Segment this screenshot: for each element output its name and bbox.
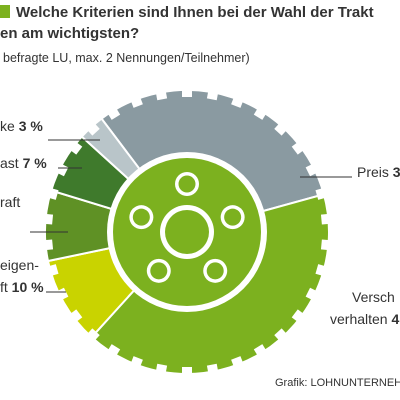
slice-label-name: Preis — [357, 164, 389, 180]
value-label: 7 % — [23, 155, 48, 171]
slice-label-name: raft — [0, 194, 20, 210]
tread-notch — [155, 89, 168, 101]
tread-notch — [305, 287, 319, 301]
slice-label-name: verhalten — [330, 311, 388, 327]
title-bullet — [0, 5, 10, 18]
slice-label: Preis 3 — [357, 164, 400, 180]
slice-label-name: ke — [0, 118, 15, 134]
tread-notch — [69, 309, 83, 323]
slice-label-name: ft — [0, 279, 8, 295]
tread-notch — [182, 88, 192, 97]
slice-label: Versch — [352, 289, 395, 305]
slice-label-name: Versch — [352, 289, 395, 305]
tread-notch — [320, 213, 331, 225]
tread-notch — [130, 95, 143, 108]
tread-notch — [291, 141, 305, 155]
value-label: 3 — [393, 164, 400, 180]
lug — [206, 262, 224, 280]
slice-label: verhalten 4 — [330, 311, 399, 327]
slice-label-name: ast — [0, 155, 19, 171]
slice-label-name: eigen- — [0, 257, 39, 273]
value-label: 3 % — [19, 118, 44, 134]
tread-notch — [315, 264, 327, 277]
tread-notch — [305, 163, 319, 177]
slice-label: raft — [0, 194, 20, 210]
tread-notch — [155, 363, 168, 375]
lug — [224, 208, 242, 226]
source: Grafik: LOHNUNTERNEH — [275, 377, 400, 389]
tread-notch — [253, 344, 268, 358]
slice-label: ke 3 % — [0, 118, 43, 134]
tread-notch — [274, 328, 288, 342]
tread-notch — [231, 95, 244, 108]
slice-label: eigen- — [0, 257, 39, 273]
tread-notch — [291, 309, 305, 323]
tread-notch — [47, 264, 59, 277]
lug — [132, 208, 150, 226]
tread-notch — [315, 187, 327, 200]
tread-notch — [106, 106, 121, 120]
tread-notch — [274, 122, 288, 136]
tread-notch — [47, 187, 59, 200]
slice-label: ft 10 % — [0, 279, 44, 295]
tread-notch — [55, 163, 69, 177]
tread-notch — [206, 89, 219, 101]
tread-notch — [320, 239, 331, 251]
tread-notch — [69, 141, 83, 155]
tread-notch — [253, 106, 268, 120]
tread-notch — [130, 356, 143, 369]
tread-notch — [55, 287, 69, 301]
hub-center — [165, 210, 209, 254]
tread-notch — [206, 363, 219, 375]
tread-notch — [231, 356, 244, 369]
tread-notch — [86, 122, 100, 136]
chart-title: Welche Kriterien sind Ihnen bei der Wahl… — [16, 4, 374, 21]
lug — [150, 262, 168, 280]
tread-notch — [43, 239, 54, 251]
tread-notch — [106, 344, 121, 358]
tread-notch — [86, 328, 100, 342]
chart-title: en am wichtigsten? — [0, 25, 139, 42]
chart-subtitle: befragte LU, max. 2 Nennungen/Teilnehmer… — [3, 51, 250, 65]
value-label: 4 — [391, 311, 399, 327]
tread-notch — [43, 213, 54, 225]
lug — [178, 175, 196, 193]
tread-notch — [182, 367, 192, 376]
value-label: 10 % — [12, 279, 44, 295]
slice-label: ast 7 % — [0, 155, 47, 171]
